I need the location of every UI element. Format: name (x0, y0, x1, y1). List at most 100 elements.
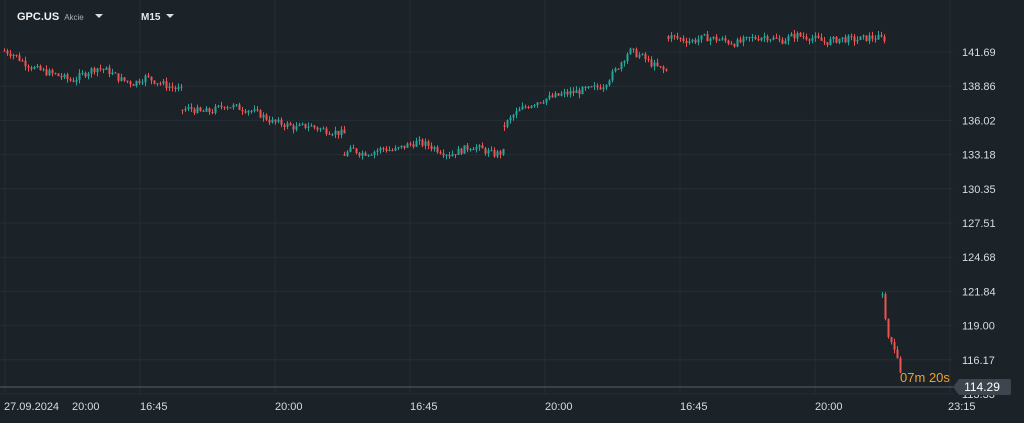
candle-body (521, 106, 524, 110)
candle-body (733, 44, 736, 47)
candle-body (346, 151, 349, 156)
candle-body (63, 74, 66, 78)
candle-body (623, 61, 626, 63)
candle-body (721, 38, 724, 40)
candle-body (105, 67, 108, 70)
candle-body (617, 68, 620, 70)
candle-body (343, 129, 346, 134)
candle-body (811, 38, 814, 41)
candle-body (78, 73, 81, 80)
candle-body (451, 154, 454, 157)
candle-body (460, 148, 463, 154)
candle-body (75, 79, 78, 82)
candle-body (147, 75, 150, 77)
candle-body (298, 124, 301, 127)
candle-body (208, 108, 211, 113)
candle-body (409, 143, 412, 145)
candle-body (211, 112, 214, 114)
candle-body (370, 154, 373, 156)
candle-body (361, 152, 364, 156)
chevron-down-icon (94, 14, 103, 18)
time-axis: 27.09.2024 20:00 16:45 20:00 16:45 20:00 16:45… (4, 401, 976, 413)
candle-body (817, 35, 820, 38)
candle-body (180, 86, 183, 88)
candle-body (563, 91, 566, 94)
candle-body (135, 80, 138, 86)
candle-body (593, 85, 596, 87)
candle-body (638, 54, 641, 58)
time-tick-label: 27.09.2024 (4, 401, 59, 413)
candle-body (153, 80, 156, 84)
countdown-minutes: 07 (900, 370, 915, 385)
candle-body (436, 147, 439, 153)
candle-body (572, 90, 575, 94)
candle-body (226, 107, 229, 109)
candle-body (682, 38, 685, 41)
candle-body (493, 150, 496, 157)
candle-body (650, 59, 653, 67)
candle-body (3, 50, 6, 52)
candle-body (626, 54, 629, 62)
candle-body (527, 106, 530, 108)
candle-body (884, 294, 887, 319)
candle-body (887, 318, 890, 337)
candle-body (262, 114, 265, 118)
countdown-minutes-unit: m (914, 370, 926, 385)
candle-body (256, 109, 259, 111)
candle-body (853, 36, 856, 42)
candle-body (187, 107, 190, 109)
candle-body (665, 69, 668, 71)
candle-body (629, 48, 632, 55)
candle-body (475, 147, 478, 150)
candle-body (799, 32, 802, 37)
candle-body (235, 104, 238, 106)
price-tick-label: 124.68 (962, 252, 996, 264)
candle-body (51, 70, 54, 74)
candle-body (150, 76, 153, 81)
candle-body (90, 68, 93, 74)
candle-body (181, 109, 184, 111)
interval-label: M15 (141, 12, 161, 23)
candle-body (820, 37, 823, 41)
candle-body (430, 145, 433, 149)
candle-body (632, 48, 635, 50)
price-tick-label: 121.84 (962, 286, 996, 298)
candle-body (676, 36, 679, 39)
candle-body (244, 111, 247, 113)
candle-body (367, 154, 370, 156)
candle-body (457, 148, 460, 156)
candle-body (12, 54, 15, 57)
candle-body (697, 39, 700, 43)
candle-body (769, 39, 772, 41)
candle-body (599, 87, 602, 90)
candle-body (304, 123, 307, 128)
candle-body (292, 125, 295, 130)
candle-body (277, 119, 280, 122)
candle-body (66, 74, 69, 80)
candle-body (829, 39, 832, 45)
candle-body (358, 153, 361, 156)
candle-body (247, 110, 250, 113)
price-tick-label: 133.18 (962, 150, 996, 162)
time-tick-label: 23:15 (948, 401, 976, 413)
candle-body (557, 93, 560, 96)
symbol-selector[interactable]: GPC.US Akcie (17, 11, 103, 23)
price-tick-label: 130.35 (962, 184, 996, 196)
candle-body (662, 66, 665, 70)
candle-body (700, 35, 703, 40)
candle-body (509, 117, 512, 121)
candle-body (823, 40, 826, 43)
candle-body (530, 105, 533, 108)
candle-body (730, 43, 733, 45)
candle-body (229, 107, 232, 109)
candle-body (871, 35, 874, 39)
candle-body (421, 139, 424, 146)
candle-body (620, 62, 623, 70)
candle-body (259, 110, 262, 118)
candle-body (754, 37, 757, 39)
candle-body (24, 60, 27, 67)
interval-selector[interactable]: M15 (141, 12, 175, 23)
candle-body (334, 130, 337, 135)
candle-body (111, 72, 114, 75)
